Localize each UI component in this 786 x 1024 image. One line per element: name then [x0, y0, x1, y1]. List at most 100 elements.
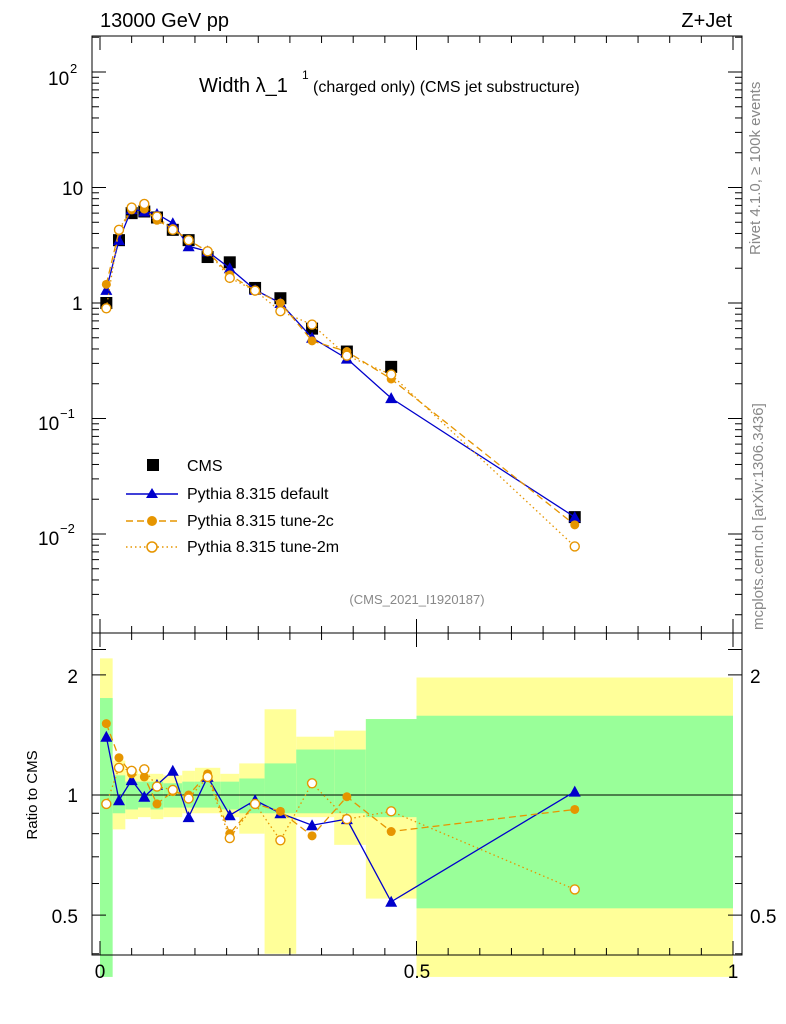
ratio-point-pythia-8-315-default [100, 730, 113, 742]
main-point-pythia-8-315-tune-2m [569, 541, 580, 552]
ratio-point-pythia-8-315-default [568, 785, 581, 797]
band-inner [220, 781, 240, 810]
ratio-point-pythia-8-315-tune-2m [341, 813, 353, 825]
series-line-pythia-8-315-tune-2c [105, 208, 576, 526]
main-point-cms [385, 360, 398, 373]
ratio-point-pythia-8-315-tune-2m [569, 884, 580, 895]
ratio-point-pythia-8-315-default [385, 895, 398, 907]
ratio-point-pythia-8-315-tune-2m [224, 832, 235, 844]
ratio-data-layer [100, 719, 581, 907]
ratio-point-pythia-8-315-tune-2m [126, 765, 137, 776]
legend-cms-label: CMS [187, 458, 223, 475]
legend-2c-marker [147, 516, 157, 526]
main-panel: 10 2 10 1 10 −1 10 −2 Width λ_1 1 (charg… [38, 35, 743, 650]
xtick-1: 1 [728, 962, 739, 983]
main-point-pythia-8-315-default [385, 392, 398, 404]
ratio-point-pythia-8-315-tune-2m [275, 835, 286, 846]
mcplots-label: mcplots.cern.ch [arXiv:1306.3436] [750, 403, 767, 630]
ratio-point-pythia-8-315-tune-2c [152, 799, 162, 809]
main-point-pythia-8-315-tune-2m [202, 246, 213, 257]
ratio-point-pythia-8-315-default [112, 794, 125, 806]
rivet-version-label: Rivet 4.1.0, ≥ 100k events [747, 82, 764, 255]
ratio-point-pythia-8-315-tune-2m [113, 762, 125, 773]
main-point-pythia-8-315-tune-2m [126, 202, 137, 213]
ratio-point-pythia-8-315-default [138, 790, 151, 802]
ratio-axis-ticks [92, 633, 742, 955]
band-inner [125, 781, 138, 810]
main-point-pythia-8-315-tune-2m [306, 319, 318, 330]
analysis-id: (CMS_2021_I1920187) [349, 592, 484, 607]
ratio-uncertainty-bands [100, 658, 733, 977]
ratio-point-pythia-8-315-tune-2m [151, 781, 163, 792]
band-outer [264, 709, 297, 954]
ytick-1e-2-base: 10 [38, 529, 59, 550]
ratio-point-pythia-8-315-tune-2c [307, 831, 317, 841]
legend-default-marker [146, 488, 158, 498]
main-point-pythia-8-315-default [100, 283, 113, 295]
ratio-panel: 2 1 0.5 2 0.5 Ratio to CMS 0 0.5 1 [24, 632, 776, 983]
main-point-pythia-8-315-tune-2m [183, 234, 194, 246]
main-point-pythia-8-315-tune-2c [275, 298, 285, 308]
ratio-point-pythia-8-315-default [125, 774, 138, 786]
band-inner [334, 749, 366, 814]
main-point-pythia-8-315-tune-2m [113, 224, 125, 236]
chart-title-superscript: 1 [302, 68, 309, 82]
ytick-1e2-base: 10 [48, 69, 69, 90]
main-point-pythia-8-315-default [568, 511, 581, 523]
ratio-point-pythia-8-315-tune-2m [101, 798, 112, 810]
main-point-pythia-8-315-tune-2m [167, 224, 178, 236]
main-point-pythia-8-315-default [112, 234, 125, 246]
legend-2m-marker [146, 541, 158, 553]
ratio-point-pythia-8-315-default [182, 811, 195, 823]
series-line-pythia-8-315-tune-2m [105, 203, 576, 547]
band-inner [100, 698, 113, 977]
ratio-point-pythia-8-315-tune-2c [342, 792, 352, 802]
main-data-layer [100, 198, 581, 552]
main-point-pythia-8-315-tune-2m [151, 211, 163, 222]
series-line-pythia-8-315-default [105, 208, 576, 518]
ytick-1e-2-exp: −2 [60, 521, 75, 536]
ratio-ytick-2-right: 2 [750, 667, 761, 688]
ratio-point-pythia-8-315-default [306, 819, 319, 831]
energy-label: 13000 GeV pp [100, 10, 229, 32]
ratio-point-pythia-8-315-tune-2c [386, 827, 396, 837]
ytick-1e-1-exp: −1 [60, 406, 75, 421]
ratio-point-pythia-8-315-tune-2c [101, 719, 111, 729]
legend: CMS Pythia 8.315 default Pythia 8.315 tu… [126, 458, 339, 556]
ytick-1: 1 [72, 294, 83, 315]
main-point-pythia-8-315-tune-2m [275, 305, 286, 317]
ytick-1e2-exp: 2 [70, 61, 77, 76]
ratio-point-pythia-8-315-tune-2c [570, 804, 580, 814]
process-label: Z+Jet [681, 10, 732, 32]
ratio-point-pythia-8-315-tune-2m [306, 778, 318, 789]
ytick-10: 10 [62, 179, 83, 200]
ratio-point-pythia-8-315-tune-2c [114, 753, 124, 763]
ratio-ytick-05-left: 0.5 [52, 907, 78, 928]
main-point-pythia-8-315-tune-2m [341, 350, 353, 361]
main-point-pythia-8-315-tune-2c [307, 336, 317, 346]
ratio-point-pythia-8-315-tune-2m [249, 798, 261, 810]
legend-2c-label: Pythia 8.315 tune-2c [187, 513, 334, 530]
ratio-point-pythia-8-315-default [223, 809, 236, 821]
ytick-1e-1-base: 10 [38, 414, 59, 435]
main-point-pythia-8-315-tune-2c [570, 520, 580, 530]
ratio-ytick-05-right: 0.5 [750, 907, 776, 928]
main-point-pythia-8-315-tune-2m [224, 272, 235, 284]
xtick-0: 0 [95, 962, 106, 983]
chart-subtitle: (charged only) (CMS jet substructure) [313, 79, 580, 96]
ratio-point-pythia-8-315-tune-2m [202, 771, 213, 783]
main-point-pythia-8-315-default [182, 240, 195, 252]
ratio-ylabel: Ratio to CMS [24, 750, 41, 839]
main-axis-ticks [92, 36, 742, 650]
main-point-pythia-8-315-tune-2c [101, 279, 111, 289]
legend-2m-label: Pythia 8.315 tune-2m [187, 539, 339, 556]
main-point-pythia-8-315-tune-2m [249, 285, 261, 296]
ratio-point-pythia-8-315-tune-2c [139, 772, 149, 782]
ratio-point-pythia-8-315-tune-2c [275, 806, 285, 816]
ratio-ytick-2-left: 2 [67, 667, 78, 688]
ratio-point-pythia-8-315-tune-2m [183, 793, 194, 804]
xtick-05: 0.5 [404, 962, 430, 983]
ratio-point-pythia-8-315-default [166, 764, 179, 776]
ratio-point-pythia-8-315-tune-2m [385, 806, 397, 817]
